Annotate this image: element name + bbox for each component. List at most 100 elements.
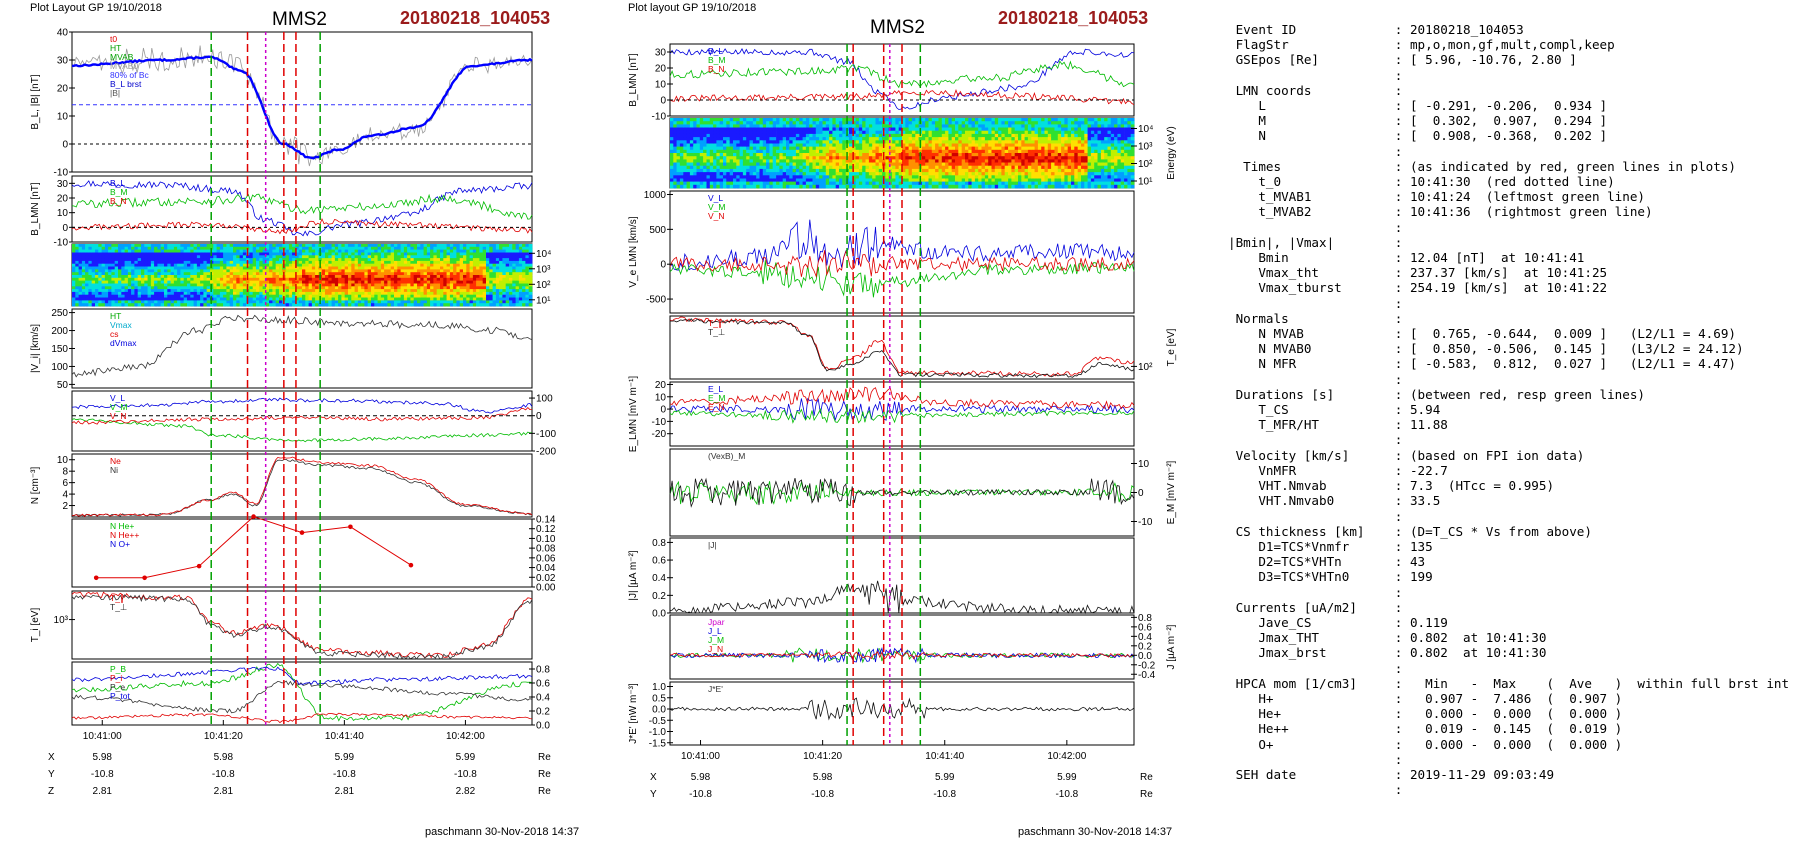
spectrogram-cell — [868, 143, 873, 148]
spectrogram-cell — [196, 258, 201, 262]
spectrogram-cell — [849, 121, 853, 125]
spectrogram-cell — [190, 272, 194, 276]
spectrogram-cell — [390, 297, 395, 301]
spectrogram-cell — [233, 303, 237, 307]
spectrogram-cell — [341, 252, 346, 256]
spectrogram-cell — [223, 266, 227, 270]
spectrogram-cell — [512, 249, 516, 253]
spectrogram-cell — [822, 130, 827, 135]
spectrogram-cell — [219, 289, 224, 293]
spectrogram-cell — [394, 286, 398, 290]
spectrogram-cell — [387, 289, 392, 293]
spectrogram-cell — [512, 275, 516, 279]
spectrogram-cell — [706, 121, 711, 125]
spectrogram-cell — [706, 159, 711, 163]
spectrogram-cell — [756, 165, 760, 170]
spectrogram-cell — [331, 269, 336, 273]
spectrogram-cell — [420, 263, 424, 267]
spectrogram-cell — [134, 246, 139, 250]
spectrogram-cell — [706, 140, 711, 144]
spectrogram-cell — [167, 260, 171, 265]
spectrogram-cell — [799, 118, 803, 122]
spectrogram-cell — [183, 272, 188, 276]
spectrogram-cell — [479, 249, 484, 253]
spectrogram-cell — [902, 137, 906, 141]
spectrogram-cell — [726, 181, 730, 186]
spectrogram-cell — [292, 266, 296, 270]
spectrogram-cell — [407, 260, 411, 265]
spectrogram-cell — [795, 146, 800, 151]
spectrogram-cell — [802, 140, 807, 144]
spectrogram-cell — [308, 289, 313, 293]
spectrogram-cell — [469, 303, 474, 307]
spectrogram-cell — [752, 146, 757, 151]
spectrogram-cell — [699, 137, 704, 141]
spectrogram-cell — [453, 291, 457, 296]
spectrogram-cell — [782, 178, 787, 183]
spectrogram-cell — [895, 133, 900, 138]
spectrogram-cell — [752, 143, 757, 148]
spectrogram-cell — [384, 275, 388, 279]
spectrogram-cell — [736, 127, 740, 132]
spectrogram-cell — [872, 175, 876, 179]
y-tick-label: 200 — [51, 326, 68, 337]
spectrogram-cell — [849, 118, 853, 122]
spectrogram-cell — [200, 283, 204, 287]
spectrogram-cell — [832, 130, 837, 135]
spectrogram-cell — [134, 258, 139, 262]
spectrogram-cell — [400, 249, 405, 253]
spectrogram-cell — [766, 140, 770, 144]
spectrogram-cell — [819, 165, 823, 170]
spectrogram-cell — [673, 118, 677, 122]
spectrogram-cell — [210, 280, 214, 284]
spectrogram-cell — [328, 272, 332, 276]
spectrogram-cell — [275, 252, 280, 256]
spectrogram-cell — [390, 258, 395, 262]
spectrogram-cell — [888, 153, 893, 157]
spectrogram-cell — [206, 272, 211, 276]
spectrogram-cell — [180, 291, 185, 296]
spectrogram-cell — [779, 153, 784, 157]
spectrogram-cell — [693, 165, 697, 170]
spectrogram-cell — [469, 277, 474, 281]
spectrogram-cell — [131, 258, 135, 262]
spectrogram-cell — [829, 130, 833, 135]
spectrogram-cell — [895, 127, 900, 132]
spectrogram-cell — [915, 137, 919, 141]
spectrogram-cell — [742, 127, 747, 132]
spectrogram-cell — [279, 289, 283, 293]
spectrogram-cell — [515, 303, 520, 307]
spectrogram-cell — [311, 246, 316, 250]
spectrogram-cell — [141, 269, 145, 273]
spectrogram-cell — [772, 178, 777, 183]
spectrogram-cell — [769, 137, 774, 141]
spectrogram-cell — [81, 277, 86, 281]
spectrogram-cell — [321, 244, 326, 248]
spectrogram-cell — [482, 249, 487, 253]
spectrogram-cell — [88, 297, 93, 301]
spectrogram-cell — [739, 165, 744, 170]
spectrogram-cell — [908, 146, 913, 151]
spectrogram-cell — [686, 133, 691, 138]
spectrogram-cell — [852, 130, 856, 135]
spectrogram-cell — [915, 127, 919, 132]
spectrogram-cell — [344, 252, 349, 256]
spectrogram-cell — [686, 181, 691, 186]
spectrogram-cell — [180, 255, 185, 259]
spectrogram-cell — [875, 168, 880, 173]
spectrogram-cell — [855, 153, 860, 157]
spectrogram-cell — [91, 275, 96, 279]
spectrogram-cell — [341, 291, 346, 296]
spectrogram-cell — [81, 255, 86, 259]
spectrogram-cell — [713, 146, 717, 151]
spectrogram-cell — [703, 121, 707, 125]
spectrogram-cell — [239, 286, 244, 290]
spectrogram-cell — [746, 181, 750, 186]
position-value: 2.81 — [214, 786, 234, 797]
spectrogram-cell — [325, 291, 329, 296]
spectrogram-cell — [183, 275, 188, 279]
spectrogram-cell — [348, 252, 352, 256]
spectrogram-cell — [835, 159, 840, 163]
spectrogram-cell — [782, 168, 787, 173]
